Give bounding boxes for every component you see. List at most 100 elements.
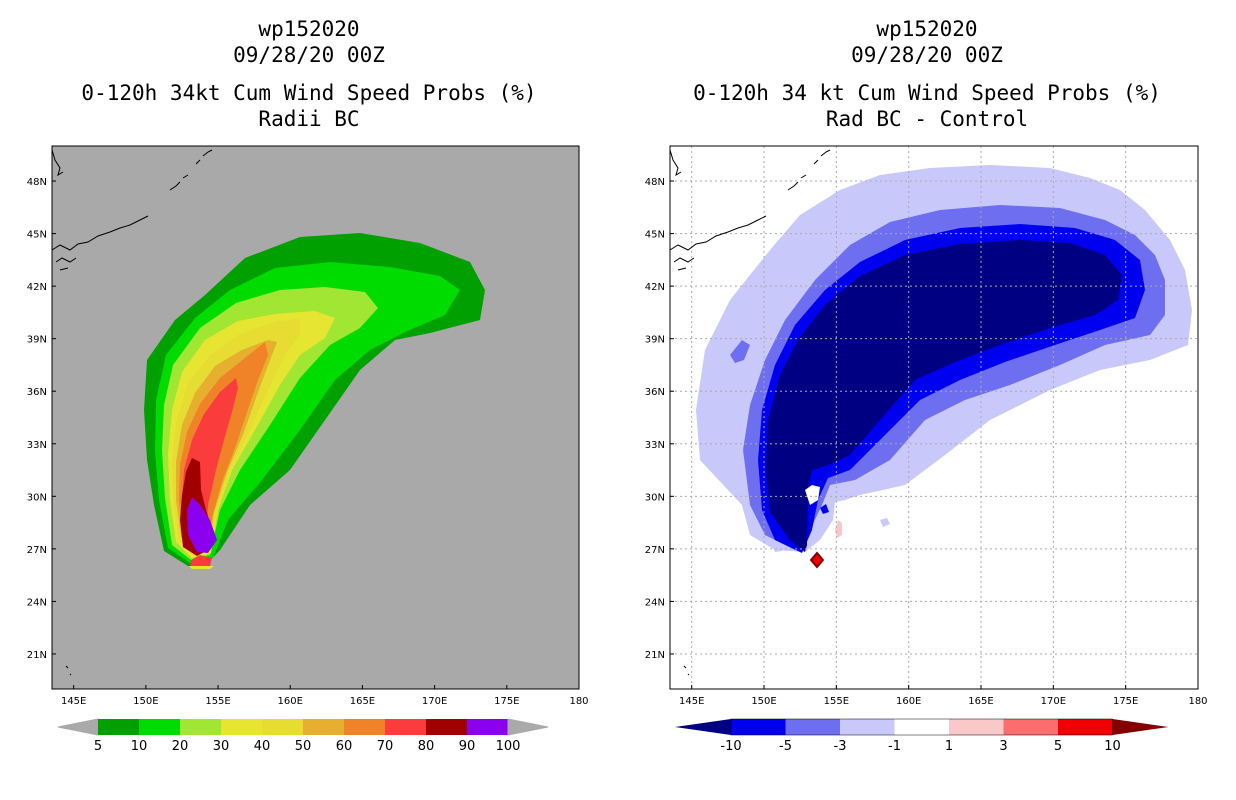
y-tick-label: 21N [27,650,47,661]
contour-plus-1-patch [835,520,842,538]
colorbar-swatch [949,719,1004,735]
colorbar-swatch [467,719,508,735]
y-tick-label: 48N [27,177,47,188]
y-tick-label: 21N [645,650,665,661]
right-gridlines [670,146,1198,689]
colorbar-label: 10 [131,739,148,754]
x-tick-label: 155E [205,696,230,707]
y-tick-label: 39N [27,335,47,346]
left-probability-contours [144,233,485,569]
left-storm-id: wp152020 [258,17,360,41]
y-tick-label: 36N [645,387,665,398]
colorbar-label: 90 [459,739,476,754]
colorbar-under-triangle [57,718,99,736]
y-tick-label: 27N [27,545,47,556]
x-tick-label: 180 [569,696,588,707]
right-storm-id: wp152020 [876,17,978,41]
y-tick-label: 39N [645,335,665,346]
colorbar-swatch [262,719,303,735]
x-tick-label: 155E [824,696,849,707]
colorbar-swatch [426,719,467,735]
left-coastlines [51,149,213,676]
right-coastlines [669,149,831,676]
x-tick-label: 145E [61,696,86,707]
colorbar-swatch [139,719,180,735]
contour-minus-1-patch-a [880,518,890,527]
right-colorbar: -10 -5 -3 -1 1 3 5 10 [675,718,1169,754]
colorbar-swatch [894,719,949,735]
right-subtitle: Rad BC - Control [825,107,1029,131]
y-tick-label: 33N [645,440,665,451]
contour-minus-10-cutout [805,485,820,505]
x-tick-label: 175E [1113,696,1138,707]
colorbar-swatch [1003,719,1058,735]
x-tick-label: 150E [133,696,158,707]
colorbar-label: 60 [336,739,353,754]
right-map-frame [669,145,1199,690]
colorbar-label: -10 [720,739,741,754]
x-tick-label: 180 [1188,696,1207,707]
right-chart-title: wp152020 09/28/20 00Z 0-120h 34 kt Cum W… [618,16,1236,132]
left-map: 145E 150E 155E 160E 165E 170E 175E 180 21N 24N 27N… [27,145,589,707]
colorbar-swatch [840,719,895,735]
colorbar-swatch [731,719,786,735]
colorbar-swatch [385,719,426,735]
y-tick-label: 45N [645,230,665,241]
contour-minus-3-patch [730,340,750,363]
colorbar-label: 5 [1054,739,1062,754]
x-tick-label: 170E [1041,696,1066,707]
colorbar-label: -5 [779,739,792,754]
x-tick-label: 175E [494,696,519,707]
colorbar-swatch [344,719,385,735]
x-tick-label: 170E [422,696,447,707]
y-tick-label: 24N [645,597,665,608]
colorbar-label: -3 [834,739,847,754]
x-tick-label: 160E [278,696,303,707]
y-tick-label: 36N [27,387,47,398]
y-tick-label: 48N [645,177,665,188]
colorbar-label: 1 [945,739,953,754]
colorbar-label: -1 [888,739,901,754]
right-difference-contours [696,165,1192,569]
colorbar-swatch [1058,719,1113,735]
right-axis-ticks: 145E 150E 155E 160E 165E 170E 175E 180 21N 24N 27N… [645,177,1208,707]
y-tick-label: 24N [27,597,47,608]
x-tick-label: 145E [679,696,704,707]
y-tick-label: 42N [645,282,665,293]
x-tick-label: 150E [751,696,776,707]
colorbar-label: 70 [377,739,394,754]
colorbar-label: 100 [496,739,521,754]
contour-minus-5-patch [820,504,829,514]
left-subtitle: Radii BC [258,107,360,131]
y-tick-label: 30N [645,492,665,503]
right-map: 145E 150E 155E 160E 165E 170E 175E 180 21N 24N 27N… [645,145,1208,707]
x-tick-label: 165E [350,696,375,707]
colorbar-label: 40 [254,739,271,754]
right-datetime: 09/28/20 00Z [851,43,1003,67]
y-tick-label: 42N [27,282,47,293]
colorbar-swatch [98,719,139,735]
contour-inner-red [190,555,212,566]
colorbar-label: 5 [94,739,102,754]
colorbar-over-triangle [1112,719,1169,735]
colorbar-outline [730,718,1113,736]
colorbar-label: 50 [295,739,312,754]
colorbar-label: 80 [418,739,435,754]
colorbar-label: 20 [172,739,189,754]
colorbar-label: 10 [1104,739,1121,754]
contour-plus-10-diamond [809,551,825,569]
left-axis-ticks: 145E 150E 155E 160E 165E 170E 175E 180 21N 24N 27N… [27,177,589,707]
left-chart-title: wp152020 09/28/20 00Z 0-120h 34kt Cum Wi… [0,16,618,132]
x-tick-label: 165E [968,696,993,707]
colorbar-over-triangle [507,718,549,736]
y-tick-label: 45N [27,230,47,241]
colorbar-label: 3 [999,739,1007,754]
contour-minus-10 [766,240,1122,552]
y-tick-label: 33N [27,440,47,451]
y-tick-label: 27N [645,545,665,556]
left-map-frame [51,145,580,690]
left-product-title: 0-120h 34kt Cum Wind Speed Probs (%) [81,81,537,105]
x-tick-label: 160E [896,696,921,707]
contour-90pct [187,497,217,553]
